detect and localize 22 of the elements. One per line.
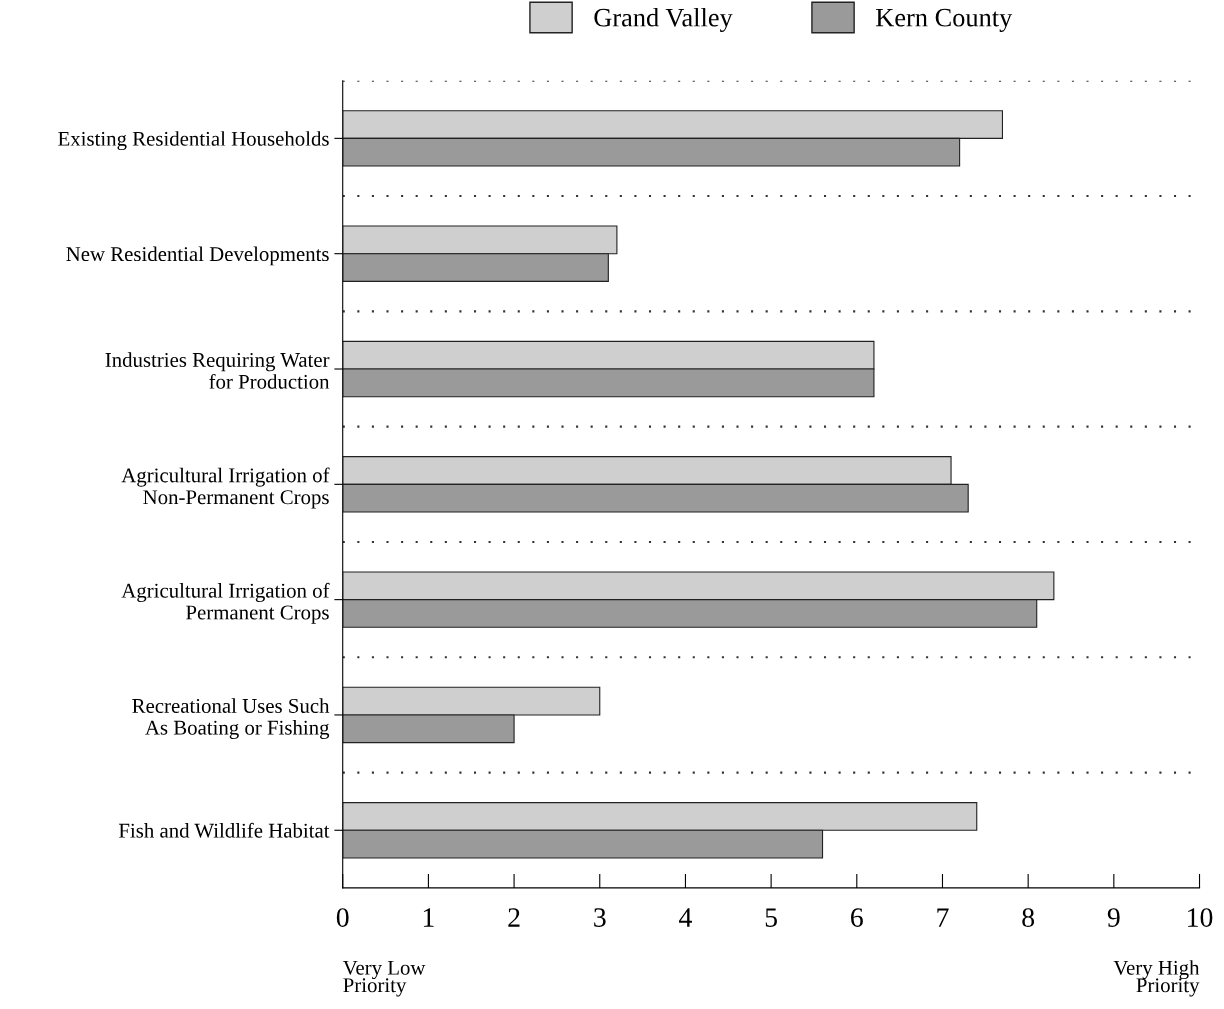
x-tick-label: 7 (937, 908, 949, 927)
y-tick-label: New Residential Developments (66, 246, 329, 266)
x-tick-label: 2 (508, 908, 520, 927)
y-tick-label: Recreational Uses Such As Boating or Fishing (132, 698, 330, 740)
y-tick-label: Existing Residential Households (58, 131, 329, 151)
y-tick-label: Agricultural Irrigation of Permanent Crops (121, 582, 330, 624)
x-tick-label: 4 (679, 908, 692, 927)
y-tick-label: Industries Requiring Water for Production (105, 352, 330, 389)
x-tick-label: 5 (765, 908, 777, 927)
x-tick-label: 10 (1188, 908, 1213, 927)
y-tick-label: Agricultural Irrigation of Non-Permanent Crops (121, 467, 330, 509)
legend-label: Grand Valley (594, 7, 733, 32)
text: Very Low Priority (342, 960, 426, 997)
x-tick-label: 1 (423, 908, 434, 927)
legend-label: Kern County (876, 8, 1013, 32)
x-tick-label: 0 (336, 908, 349, 927)
y-tick-label: Fish and Wildlife Habitat (118, 822, 330, 838)
x-tick-label: 6 (851, 908, 863, 927)
x-tick-label: 3 (594, 908, 606, 927)
x-tick-label: 8 (1022, 908, 1035, 927)
x-tick-label: 9 (1107, 908, 1120, 927)
text: Very High Priority (1113, 960, 1200, 997)
